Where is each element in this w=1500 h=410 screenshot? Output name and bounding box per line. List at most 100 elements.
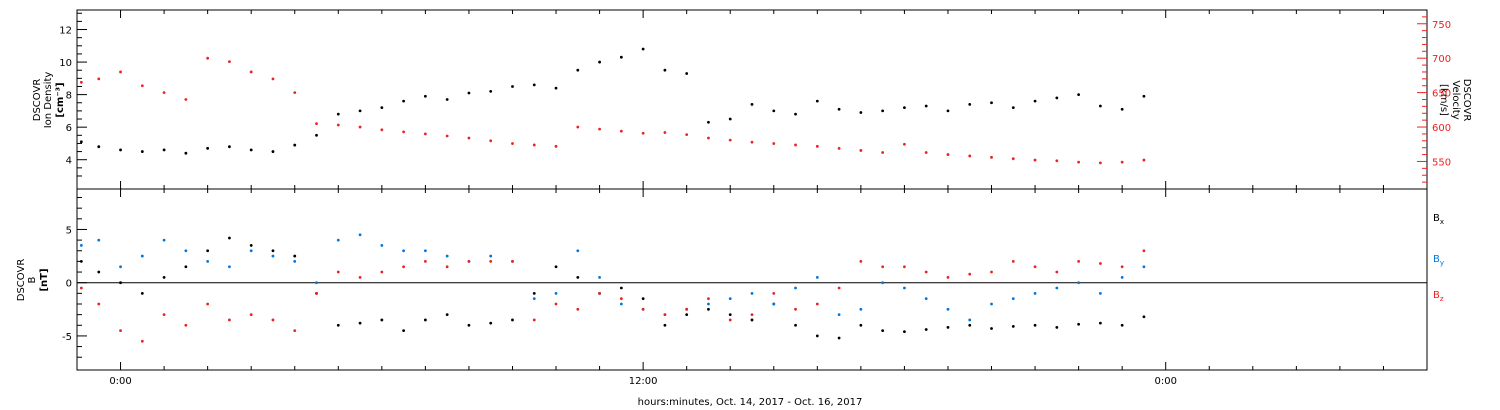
by-point (707, 302, 710, 306)
density-point (815, 99, 819, 103)
bz-point (815, 302, 819, 306)
bz-point (968, 272, 972, 276)
by-point (728, 297, 732, 301)
by-point (184, 249, 188, 253)
density-point (206, 146, 210, 150)
x-tick-label: 12:00 (629, 376, 658, 387)
velocity-point (750, 140, 754, 144)
bx-point (903, 330, 906, 334)
bz-point (1098, 262, 1102, 265)
density-point (1033, 99, 1037, 103)
bz-point (489, 260, 493, 263)
bz-point (794, 307, 797, 311)
by-point (1033, 291, 1037, 295)
velocity-point (140, 84, 144, 88)
by-point (924, 297, 928, 301)
legend-by: By (1433, 254, 1444, 267)
density-point (445, 98, 449, 101)
bx-point (1077, 322, 1081, 326)
density-point (576, 68, 580, 72)
by-point (903, 286, 906, 290)
velocity-axis-unit: [km/s] (1438, 84, 1449, 116)
bx-point (554, 265, 558, 269)
density-tick-label: 8 (66, 91, 72, 102)
density-point (119, 148, 122, 152)
bx-point (619, 286, 623, 290)
velocity-point (271, 77, 275, 81)
by-point (380, 244, 384, 247)
legend-bz: Bz (1433, 290, 1444, 303)
velocity-point (815, 144, 819, 148)
bx-point (990, 327, 993, 330)
field-axis-label-line2: B (27, 276, 38, 283)
bx-point (467, 323, 471, 327)
density-point (184, 151, 188, 155)
density-point (968, 102, 972, 106)
velocity-point (1142, 158, 1146, 162)
bx-point (206, 249, 210, 253)
bz-point (380, 270, 384, 274)
bz-point (162, 313, 166, 317)
bz-point (511, 260, 514, 263)
density-point (554, 86, 558, 90)
bz-point (576, 307, 580, 311)
bx-point (728, 313, 732, 317)
velocity-point (315, 122, 318, 125)
density-axis-unit: [cm⁻³] (55, 82, 66, 117)
by-point (598, 275, 601, 279)
velocity-point (990, 155, 993, 159)
density-point (1055, 96, 1059, 100)
velocity-tick-label: 650 (1432, 89, 1451, 100)
density-point (532, 83, 536, 87)
axes-layer: 0:00 12:00 0:00 4 6 8 10 12 550 600 650 700 750 -5 0 5 (59, 10, 1451, 387)
by-point (206, 260, 210, 263)
density-tick-label: 10 (59, 58, 72, 69)
marks-layer (79, 47, 1146, 343)
bx-point (968, 323, 972, 327)
by-point (402, 249, 406, 253)
by-point (423, 249, 427, 253)
velocity-point (1033, 158, 1037, 162)
by-point (140, 254, 144, 258)
density-point (990, 101, 993, 105)
density-tick-label: 6 (66, 123, 72, 134)
bx-point (140, 291, 144, 295)
bx-point (1142, 315, 1146, 319)
velocity-point (576, 125, 580, 129)
velocity-point (554, 144, 558, 148)
density-point (489, 89, 493, 93)
bz-point (641, 307, 645, 311)
legend-bx: Bx (1433, 213, 1444, 226)
by-point (445, 254, 449, 258)
velocity-point (772, 142, 776, 145)
bx-point (1011, 324, 1015, 328)
bz-point (946, 275, 950, 279)
density-point (1098, 104, 1102, 108)
velocity-point (206, 56, 210, 60)
by-point (228, 265, 231, 269)
by-point (859, 307, 863, 311)
bz-point (1033, 265, 1037, 269)
by-point (97, 238, 101, 242)
density-point (772, 109, 776, 113)
x-tick-label: 0:00 (109, 376, 131, 387)
density-point (619, 55, 623, 59)
by-point (79, 244, 83, 247)
bx-point (445, 313, 449, 317)
density-point (79, 140, 83, 144)
bx-point (707, 307, 710, 311)
by-point (162, 238, 166, 242)
velocity-point (794, 143, 797, 147)
field-axis-unit: [nT] (39, 268, 50, 291)
velocity-point (903, 142, 906, 146)
bx-point (162, 275, 166, 279)
bz-point (663, 313, 667, 317)
density-point (380, 106, 384, 110)
field-axis-title: DSCOVR B [nT] (16, 259, 50, 302)
velocity-point (489, 139, 493, 143)
by-point (772, 302, 776, 306)
density-point (162, 148, 166, 152)
bx-point (249, 244, 253, 247)
bx-point (924, 328, 928, 331)
x-tick-label: 0:00 (1154, 376, 1176, 387)
